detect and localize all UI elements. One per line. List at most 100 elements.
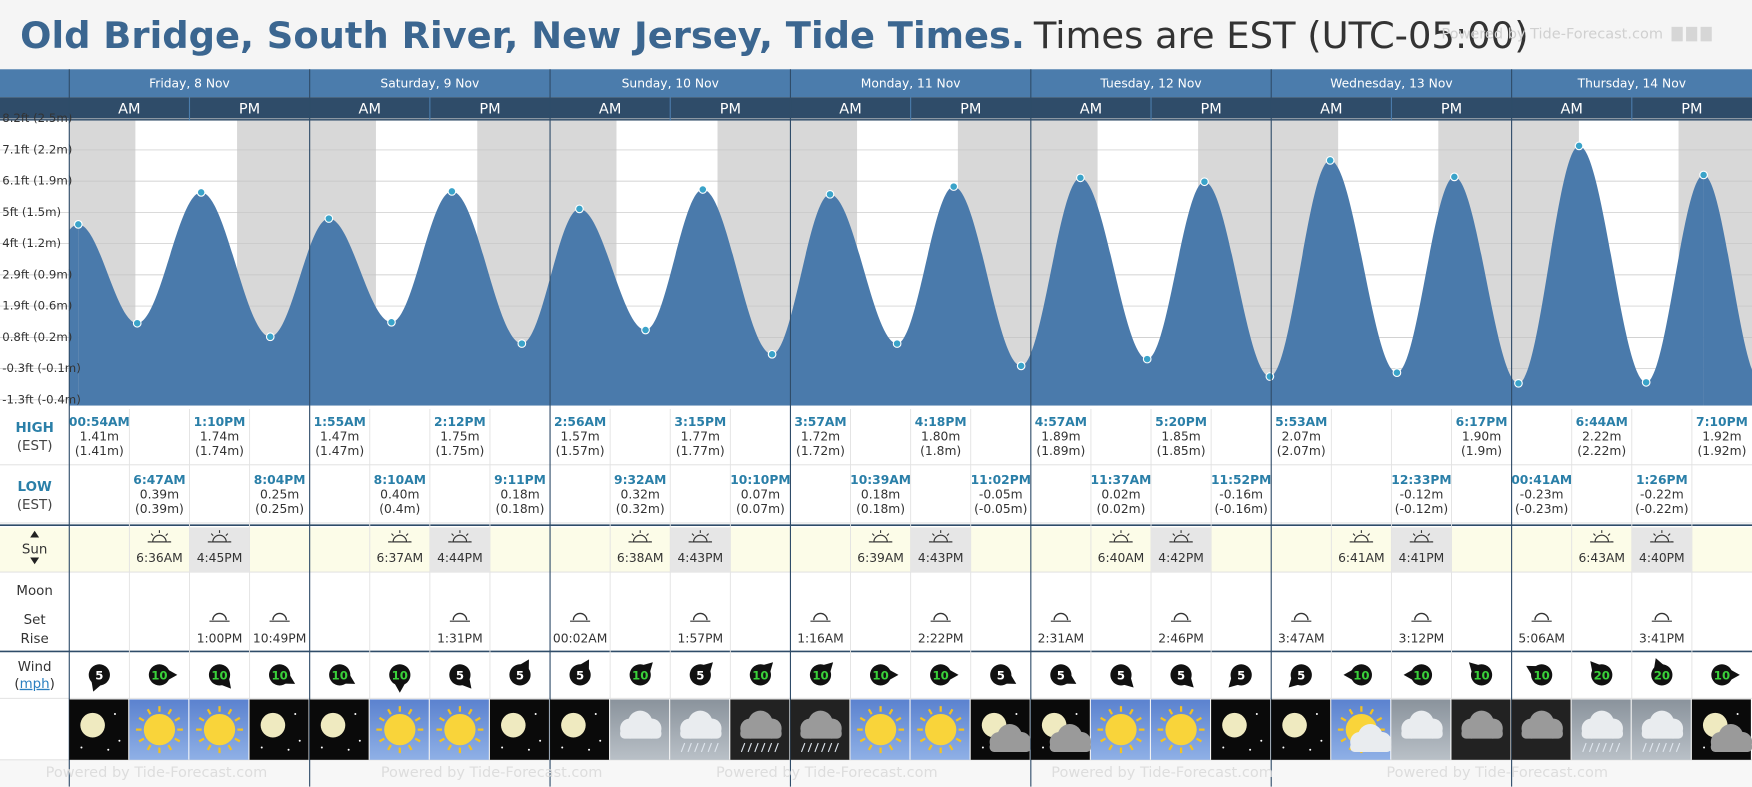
wind-circle bbox=[1651, 664, 1673, 686]
wind-circle bbox=[1470, 664, 1493, 686]
sun-ray bbox=[474, 737, 481, 743]
sun-ray bbox=[867, 708, 873, 715]
tide-time: 10:10PM bbox=[730, 473, 790, 487]
wind-circle bbox=[208, 664, 231, 686]
moon-time: 1:57PM bbox=[678, 632, 724, 646]
sun-ray bbox=[465, 533, 469, 536]
sunrise-time: 6:39AM bbox=[857, 551, 904, 565]
rain-drop bbox=[821, 742, 826, 753]
wind-circle bbox=[1410, 664, 1433, 686]
tide-height-paren: (1.9m) bbox=[1461, 444, 1502, 458]
y-tick-label: 0.8ft (0.2m) bbox=[2, 330, 72, 344]
wind-speed: 10 bbox=[632, 668, 648, 682]
sunset-cell bbox=[910, 527, 971, 573]
sunset-time: 4:43PM bbox=[918, 551, 964, 565]
moon-disc bbox=[320, 712, 346, 738]
rain-drop bbox=[740, 742, 746, 753]
weather-icon bbox=[1391, 699, 1451, 760]
sun-ray bbox=[888, 708, 894, 715]
tide-time: 00:54AM bbox=[69, 415, 130, 429]
y-tick-label: 5ft (1.5m) bbox=[2, 205, 61, 219]
rain-drop bbox=[807, 742, 813, 753]
high-label: HIGH bbox=[15, 421, 53, 436]
pm-label: PM bbox=[720, 101, 741, 117]
tide-height-paren: (0.25m) bbox=[255, 502, 304, 516]
rain-drop bbox=[1602, 742, 1607, 753]
star bbox=[113, 712, 116, 715]
sun-ray bbox=[234, 737, 241, 743]
star bbox=[1249, 748, 1252, 751]
star bbox=[1260, 739, 1263, 742]
unit-link[interactable]: mph bbox=[20, 677, 50, 692]
star bbox=[1736, 712, 1739, 715]
rain-drop bbox=[1588, 742, 1594, 753]
sun-ray bbox=[439, 737, 445, 743]
tide-time: 5:53AM bbox=[1275, 415, 1327, 429]
rain-drop bbox=[747, 742, 752, 753]
day-label: Thursday, 14 Nov bbox=[1577, 76, 1686, 90]
wind-circle bbox=[1230, 664, 1252, 686]
sunset-time: 4:42PM bbox=[1158, 551, 1204, 565]
sunrise-icon bbox=[388, 530, 412, 543]
tide-time: 3:57AM bbox=[794, 415, 846, 429]
tide-height: -0.12m bbox=[1400, 487, 1444, 501]
tide-height-paren: (1.41m) bbox=[75, 444, 124, 458]
moon-set-label: Set bbox=[24, 613, 46, 628]
weather-icon bbox=[550, 699, 610, 760]
subtitle: Times are EST (UTC-05:00) bbox=[1033, 13, 1529, 56]
wind-speed: 5 bbox=[997, 668, 1005, 682]
tide-height-paren: (-0.12m) bbox=[1395, 502, 1448, 516]
sunset-cell bbox=[670, 527, 731, 573]
star bbox=[320, 746, 323, 749]
sunset-icon bbox=[688, 530, 713, 543]
moon-time: 00:02AM bbox=[553, 632, 607, 646]
wind-circle bbox=[1290, 664, 1312, 686]
star bbox=[539, 739, 542, 742]
weather-icon bbox=[910, 699, 970, 760]
sun-ray bbox=[859, 737, 866, 743]
sun-ray bbox=[895, 716, 902, 722]
sun-disc bbox=[203, 713, 236, 746]
tide-height: -0.22m bbox=[1640, 487, 1684, 501]
weather-icon bbox=[610, 699, 670, 760]
wind-circle bbox=[930, 664, 952, 686]
wind-speed: 10 bbox=[1714, 668, 1730, 682]
star bbox=[1282, 746, 1285, 749]
tide-time: 12:33PM bbox=[1391, 473, 1451, 487]
sun-ray bbox=[1126, 533, 1130, 536]
tide-height: -0.23m bbox=[1520, 487, 1564, 501]
star bbox=[298, 739, 301, 742]
sun-ray bbox=[1607, 533, 1611, 536]
tide-area bbox=[78, 145, 1704, 406]
wind-circle bbox=[1350, 664, 1372, 686]
star bbox=[1320, 739, 1323, 742]
tide-height: 0.32m bbox=[621, 487, 660, 501]
star bbox=[1309, 748, 1312, 751]
am-label: AM bbox=[359, 101, 381, 117]
sun-ray bbox=[927, 708, 933, 715]
tide-height-paren: (0.18m) bbox=[856, 502, 905, 516]
sunrise-time: 6:38AM bbox=[617, 551, 664, 565]
sun-ray bbox=[1195, 737, 1202, 743]
wind-circle bbox=[269, 664, 291, 686]
wind-speed: 10 bbox=[812, 668, 828, 682]
moon-event bbox=[930, 612, 951, 622]
moon-time: 3:47AM bbox=[1278, 632, 1325, 646]
tide-height-paren: (0.4m) bbox=[379, 502, 420, 516]
tide-height-paren: (1.85m) bbox=[1157, 444, 1206, 458]
tide-point bbox=[1449, 172, 1459, 182]
pm-label: PM bbox=[239, 101, 260, 117]
wind-speed: 5 bbox=[1177, 668, 1185, 682]
rain-drop bbox=[774, 742, 779, 753]
sun-ray bbox=[1340, 716, 1347, 722]
tide-height-paren: (-0.23m) bbox=[1515, 502, 1568, 516]
wind-arrow bbox=[948, 669, 959, 681]
tide-point bbox=[1076, 173, 1085, 183]
sun-ray bbox=[467, 744, 473, 751]
weather-icon bbox=[309, 699, 369, 760]
weather-icon bbox=[1271, 699, 1331, 760]
sun-ray bbox=[1100, 716, 1107, 722]
sun-ray bbox=[1100, 737, 1107, 743]
tide-point bbox=[132, 318, 142, 328]
